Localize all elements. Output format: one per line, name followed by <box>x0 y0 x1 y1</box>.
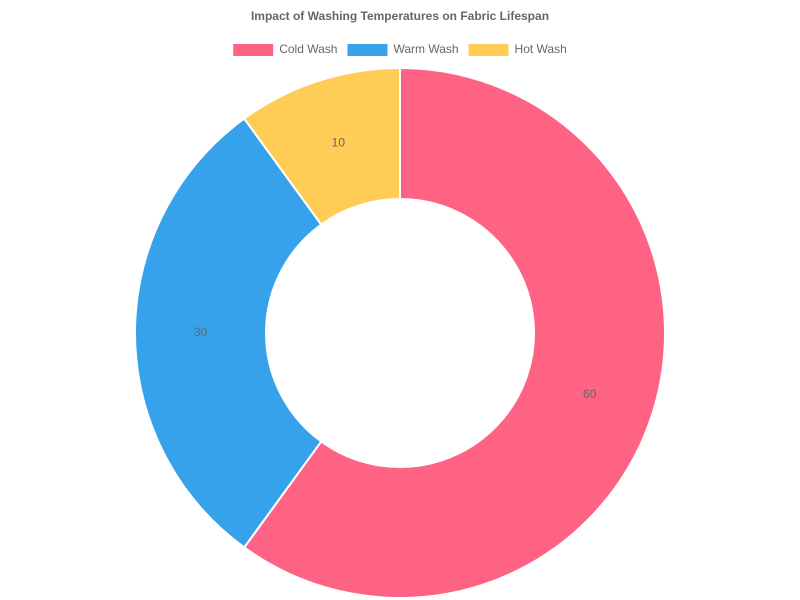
slice <box>242 66 666 599</box>
legend-swatch <box>233 44 274 56</box>
slice <box>242 66 401 226</box>
legend-label: Cold Wash <box>279 42 337 56</box>
chart-title: Impact of Washing Temperatures on Fabric… <box>251 9 549 23</box>
legend-swatch <box>347 44 388 56</box>
legend-swatch <box>468 44 509 56</box>
data-label: 30 <box>194 325 208 339</box>
data-label: 60 <box>583 387 597 401</box>
legend: Cold Wash Warm Wash Hot Wash <box>233 42 567 56</box>
legend-label: Warm Wash <box>393 42 458 56</box>
legend-label: Hot Wash <box>515 42 567 56</box>
slice <box>134 117 323 549</box>
data-label: 10 <box>332 135 346 149</box>
